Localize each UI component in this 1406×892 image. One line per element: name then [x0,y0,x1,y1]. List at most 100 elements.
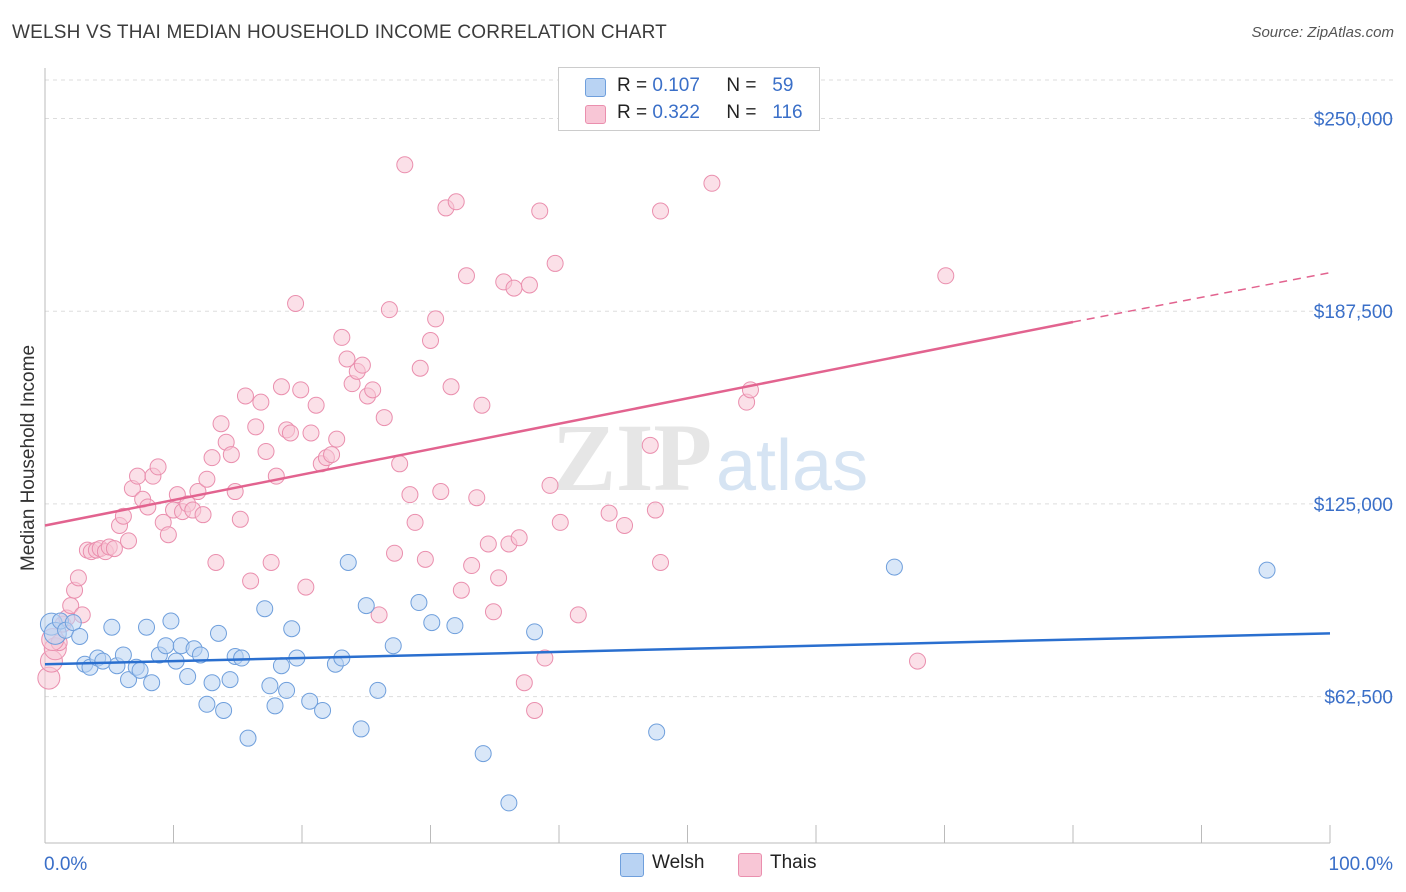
thais-point [287,295,305,313]
thais-point [231,510,249,528]
thais-point [646,501,664,519]
thais-point [391,455,409,473]
thais-point [427,310,445,328]
thais-point [536,649,554,667]
welsh-point [339,553,357,571]
thais-point [159,526,177,544]
x-tick-label-end: 100.0% [1329,854,1394,875]
welsh-point [71,627,89,645]
welsh-point [301,692,319,710]
y-tick-label: $125,000 [1314,495,1393,516]
thais-legend-label: Thais [770,852,817,873]
source-note: Source: ZipAtlas.com [1251,24,1394,41]
thais-point [222,446,240,464]
welsh-point [215,701,233,719]
thais-point [473,396,491,414]
thais-point [452,581,470,599]
thais-point [600,504,618,522]
welsh-point [352,720,370,738]
thais-point [198,470,216,488]
welsh-point [278,681,296,699]
thais-point [149,458,167,476]
thais-point [468,489,486,507]
thais-point [307,396,325,414]
welsh-point [191,646,209,664]
welsh-point [266,697,284,715]
x-tick-label-start: 0.0% [44,854,87,875]
thais-point [323,446,341,464]
thais-point [505,279,523,297]
axis-labels: $62,500 $125,000 $187,500 $250,000 0.0% 100.0… [18,110,1393,875]
thais-r-value: 0.322 [652,102,700,123]
chart-title: WELSH VS THAI MEDIAN HOUSEHOLD INCOME CO… [12,22,667,43]
welsh-point [103,618,121,636]
thais-point [203,449,221,467]
welsh-point [239,729,257,747]
thais-point [333,328,351,346]
thais-point [526,701,544,719]
thais-point [541,476,559,494]
thais-point [380,301,398,319]
thais-point [292,381,310,399]
thais-point [457,267,475,285]
thais-point [909,652,927,670]
thais-point [257,442,275,460]
thais-point [242,572,260,590]
thais-point [447,193,465,211]
welsh-point [500,794,518,812]
welsh-point [384,637,402,655]
thais-point [490,569,508,587]
thais-point [515,674,533,692]
welsh-point [648,723,666,741]
welsh-point [369,681,387,699]
welsh-point [272,657,290,675]
thais-point [551,513,569,531]
welsh-swatch [585,78,606,97]
stats-legend: R = 0.107 N = 59 R = 0.322 N = 116 [558,67,820,131]
welsh-point [314,701,332,719]
thais-point [328,430,346,448]
welsh-point [410,594,428,612]
thais-point [353,356,371,374]
thais-point [207,553,225,571]
welsh-point [261,677,279,695]
thais-point [247,418,265,436]
thais-point [422,331,439,349]
thais-point [114,507,132,525]
thais-point [510,529,528,547]
welsh-n-label: N = [726,75,757,96]
thais-point [463,557,481,575]
welsh-point [474,745,492,763]
thais-point [302,424,320,442]
welsh-point [179,668,197,686]
welsh-point [162,612,180,630]
welsh-point [94,652,112,670]
welsh-n-value: 59 [772,75,794,96]
thais-point [129,467,147,485]
trend-lines [44,271,1331,666]
welsh-point [120,671,138,689]
thais-point [364,381,382,399]
thais-point [386,544,404,562]
welsh-point [283,620,301,638]
welsh-legend-label: Welsh [652,852,705,873]
welsh-point [209,624,227,642]
y-axis-title: Median Household Income [18,345,39,571]
welsh-r-value: 0.107 [652,75,700,96]
welsh-point [203,674,221,692]
welsh-legend-swatch [620,853,644,877]
thais-point [194,506,212,524]
thais-point [262,553,280,571]
thais-point [416,550,434,568]
welsh-point [423,614,441,632]
thais-point [652,202,670,220]
watermark-atlas: atlas [716,426,868,506]
thais-point [236,387,254,405]
welsh-point [157,637,175,655]
welsh-points [39,553,1276,812]
welsh-point [114,646,132,664]
welsh-point [885,558,903,576]
thais-point [531,202,549,220]
thais-n-value: 116 [772,102,803,123]
thais-trend-extension [1072,271,1331,323]
